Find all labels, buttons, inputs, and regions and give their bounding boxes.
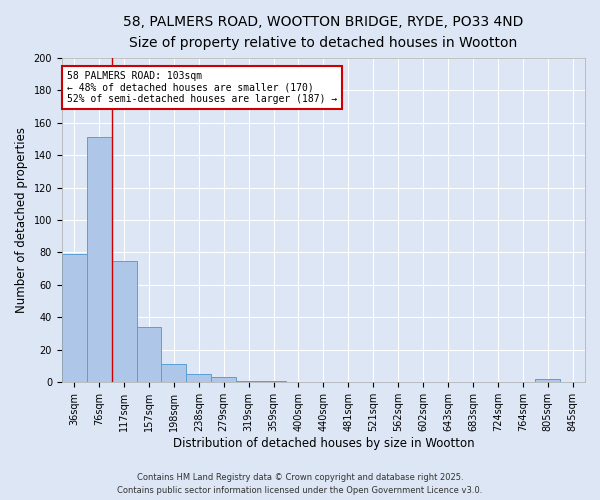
Bar bbox=[137, 327, 161, 382]
Bar bbox=[187, 374, 211, 382]
Bar bbox=[535, 379, 560, 382]
Text: 58 PALMERS ROAD: 103sqm
← 48% of detached houses are smaller (170)
52% of semi-d: 58 PALMERS ROAD: 103sqm ← 48% of detache… bbox=[67, 70, 337, 104]
Bar bbox=[86, 137, 112, 382]
Bar bbox=[112, 260, 137, 382]
X-axis label: Distribution of detached houses by size in Wootton: Distribution of detached houses by size … bbox=[173, 437, 474, 450]
Bar bbox=[161, 364, 187, 382]
Y-axis label: Number of detached properties: Number of detached properties bbox=[15, 127, 28, 313]
Bar bbox=[62, 254, 86, 382]
Title: 58, PALMERS ROAD, WOOTTON BRIDGE, RYDE, PO33 4ND
Size of property relative to de: 58, PALMERS ROAD, WOOTTON BRIDGE, RYDE, … bbox=[123, 15, 524, 50]
Bar bbox=[236, 380, 261, 382]
Text: Contains HM Land Registry data © Crown copyright and database right 2025.
Contai: Contains HM Land Registry data © Crown c… bbox=[118, 474, 482, 495]
Bar bbox=[211, 378, 236, 382]
Bar bbox=[261, 380, 286, 382]
